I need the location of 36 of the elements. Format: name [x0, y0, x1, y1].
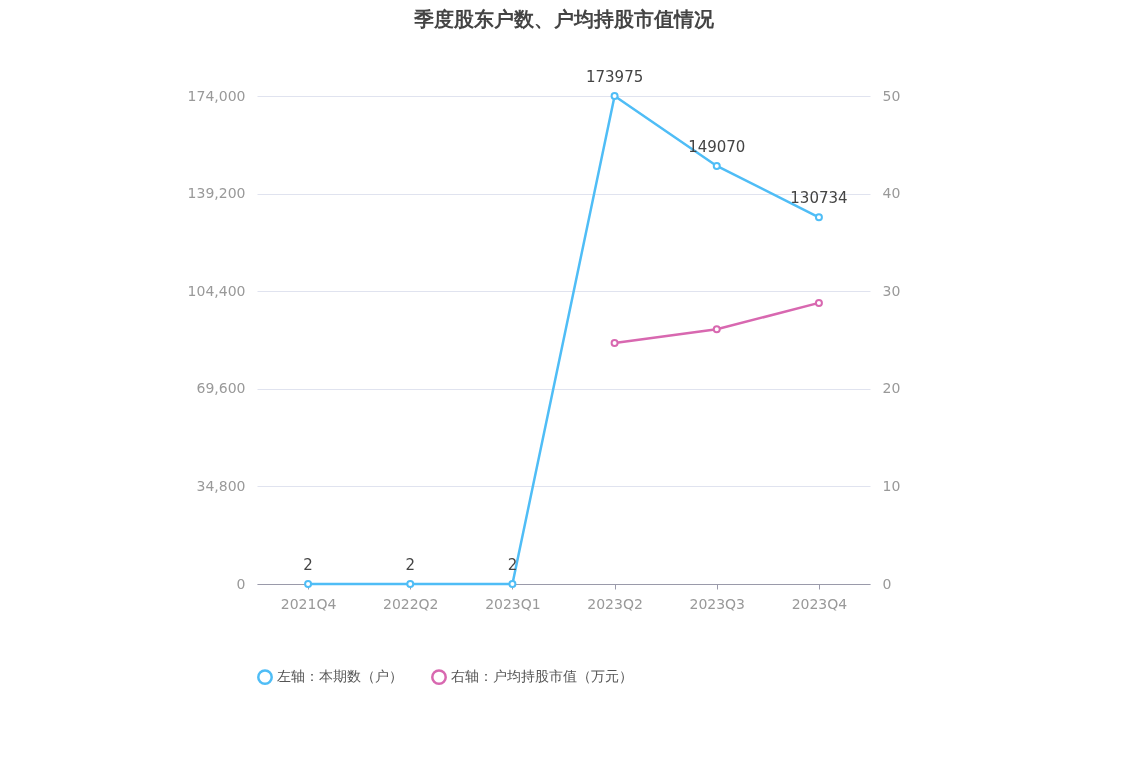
data-label: 173975	[585, 68, 644, 87]
y-tick-label: 104,400	[187, 282, 246, 299]
y2-tick-label: 10	[882, 477, 901, 494]
point	[610, 92, 619, 101]
point	[610, 338, 619, 347]
y2-tick-label: 0	[882, 575, 892, 592]
legend-label: 左轴：本期数（户）	[277, 668, 403, 685]
y-tick-label: 69,600	[196, 380, 246, 397]
data-label: 2	[507, 555, 518, 574]
data-label: 149070	[688, 137, 746, 156]
x-tick-label: 2023Q4	[791, 595, 848, 612]
point	[814, 298, 823, 307]
y2-tick-label: 20	[882, 380, 901, 397]
data-label: 2	[303, 555, 313, 574]
chart-title: 季度股东户数、户均持股市值情况	[412, 7, 715, 32]
x-tick-label: 2023Q2	[587, 595, 643, 612]
point	[508, 580, 517, 588]
x-tick-label: 2023Q3	[689, 595, 746, 612]
y-tick-label: 174,000	[187, 87, 246, 104]
x-tick-label: 2021Q4	[280, 595, 337, 612]
point	[712, 325, 721, 334]
x-tick-label: 2023Q1	[485, 595, 541, 612]
point	[712, 161, 721, 170]
data-label: 130734	[790, 189, 848, 208]
y-tick-label: 139,200	[187, 185, 246, 202]
point	[304, 580, 313, 588]
data-label: 2	[405, 555, 416, 574]
y-tick-label: 34,800	[196, 477, 246, 494]
legend-label: 右轴：户均持股市值（万元）	[451, 668, 633, 685]
y2-tick-label: 30	[882, 282, 901, 299]
y2-tick-label: 40	[882, 185, 901, 202]
point	[814, 213, 823, 222]
x-tick-label: 2022Q2	[382, 595, 439, 612]
point	[406, 580, 415, 588]
y2-tick-label: 50	[882, 87, 901, 104]
y-tick-label: 0	[236, 575, 246, 592]
